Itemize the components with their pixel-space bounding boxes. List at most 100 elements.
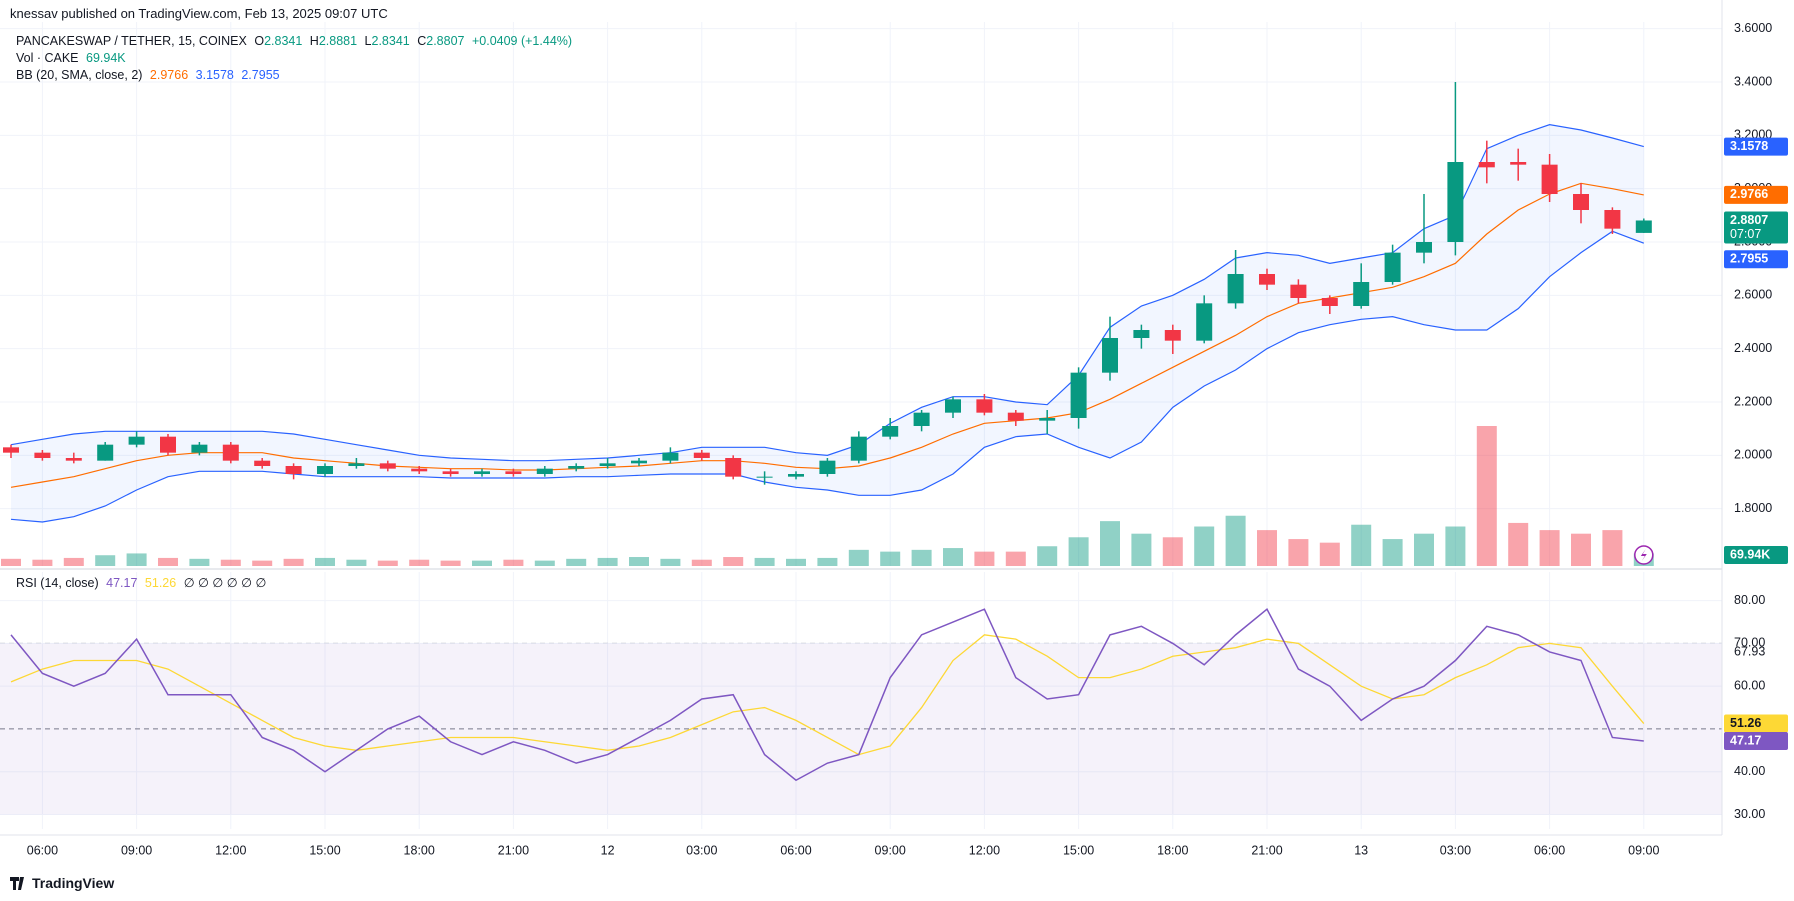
low-value: 2.8341	[371, 34, 410, 48]
candle-body	[1164, 330, 1181, 341]
candle-body	[945, 399, 961, 413]
candle-body	[379, 463, 396, 469]
candle-body	[474, 471, 490, 474]
volume-bar	[440, 560, 461, 566]
candle-body	[348, 463, 365, 466]
volume-bar	[1539, 530, 1560, 566]
x-tick-label: 12	[601, 843, 615, 857]
candle-body	[1102, 338, 1118, 373]
volume-bar	[252, 560, 273, 566]
volume-bar	[1319, 542, 1340, 566]
x-tick-label: 09:00	[121, 843, 152, 857]
candle-body	[788, 474, 804, 477]
ohlc-label: O	[254, 34, 265, 48]
bb-upper-tag-box	[1724, 137, 1788, 156]
volume-title: Vol · CAKE	[16, 51, 79, 65]
candle-body	[1227, 274, 1244, 304]
change: +0.0409 (+1.44%)	[471, 34, 573, 48]
volume-bar	[1005, 551, 1026, 566]
y-tick-label: 3.4000	[1734, 74, 1772, 88]
x-tick-label: 06:00	[1534, 843, 1565, 857]
volume-bar	[1131, 533, 1152, 566]
candle-body	[411, 468, 428, 472]
bb-legend: BB (20, SMA, close, 2) 2.9766 3.1578 2.7…	[16, 68, 284, 82]
y-tick-label: 3.6000	[1734, 21, 1772, 35]
volume-bar	[911, 549, 932, 566]
rsi-tick-label: 70.00	[1734, 636, 1765, 650]
volume-bar	[1508, 522, 1529, 566]
rsi-value: 47.17	[106, 576, 138, 590]
rsi-tick-label: 80.00	[1734, 593, 1765, 607]
volume-bar	[32, 559, 53, 566]
candle-body	[442, 471, 459, 474]
candle-body	[1447, 162, 1464, 242]
volume-bar	[63, 557, 84, 566]
symbol: PANCAKESWAP / TETHER, 15, COINEX	[16, 34, 247, 48]
ohlc-label: L	[364, 34, 372, 48]
x-tick-label: 06:00	[780, 843, 811, 857]
rsi-na: ∅ ∅ ∅ ∅ ∅ ∅	[183, 576, 267, 590]
y-tick-label: 2.2000	[1734, 394, 1772, 408]
x-tick-label: 18:00	[404, 843, 435, 857]
volume-bar	[503, 559, 524, 566]
candle-body	[1478, 162, 1495, 168]
bb-lower-value: 2.7955	[241, 68, 280, 82]
volume-bar	[660, 558, 681, 566]
candle-body	[65, 458, 82, 461]
candle-body	[317, 466, 333, 474]
volume-value: 69.94K	[86, 51, 126, 65]
volume-bar	[1288, 539, 1309, 566]
candle-body	[725, 458, 742, 477]
candle-body	[662, 452, 679, 461]
volume-bar	[1037, 546, 1058, 566]
candle-body	[191, 444, 208, 453]
rsi-scale-label: 67.93	[1734, 645, 1765, 659]
alert-bolt	[1640, 549, 1647, 561]
ohlc-label: C	[417, 34, 427, 48]
candle-body	[160, 436, 176, 453]
rsi-tick-label: 60.00	[1734, 678, 1765, 692]
rsi-band	[0, 643, 1722, 815]
volume-bar	[786, 558, 806, 566]
x-tick-label: 21:00	[1251, 843, 1282, 857]
volume-bar	[315, 557, 335, 566]
bb-lower-tag: 2.7955	[1730, 251, 1768, 265]
volume-bar	[691, 559, 712, 566]
y-tick-label: 1.8000	[1734, 501, 1772, 515]
candle-body	[128, 436, 145, 445]
x-tick-label: 21:00	[498, 843, 529, 857]
volume-bar	[1476, 426, 1497, 566]
candle-body	[756, 476, 773, 478]
bb-upper-value: 3.1578	[195, 68, 234, 82]
candle-body	[599, 463, 616, 466]
candle-body	[913, 412, 930, 426]
brand-logo	[10, 877, 24, 890]
volume-bar	[409, 559, 430, 566]
candle-body	[1321, 298, 1338, 306]
candle-body	[1259, 274, 1275, 285]
rsi-tag-box	[1724, 732, 1788, 751]
rsi-line	[10, 608, 1644, 782]
volume-bar	[1571, 533, 1591, 566]
volume-bar	[1068, 537, 1089, 566]
open-value: 2.8341	[264, 34, 303, 48]
candle-body	[1604, 210, 1621, 229]
volume-tag: 69.94K	[1730, 547, 1770, 561]
candle-body	[1573, 194, 1589, 210]
volume-bar	[220, 559, 241, 566]
candle-body	[1290, 284, 1307, 298]
bb-lower-tag-box	[1724, 250, 1788, 269]
x-tick-label: 12:00	[215, 843, 246, 857]
volume-bar	[1, 558, 21, 566]
volume-bar	[1351, 524, 1372, 566]
x-tick-label: 09:00	[1628, 843, 1659, 857]
bb-title: BB (20, SMA, close, 2)	[16, 68, 143, 82]
candle-body	[568, 466, 585, 469]
candle-body	[1196, 303, 1213, 341]
volume-bar	[472, 560, 492, 566]
volume	[1, 426, 1654, 566]
volume-tag-box	[1724, 546, 1788, 564]
bb-basis-tag-box	[1724, 185, 1788, 204]
candle-body	[1510, 162, 1527, 165]
